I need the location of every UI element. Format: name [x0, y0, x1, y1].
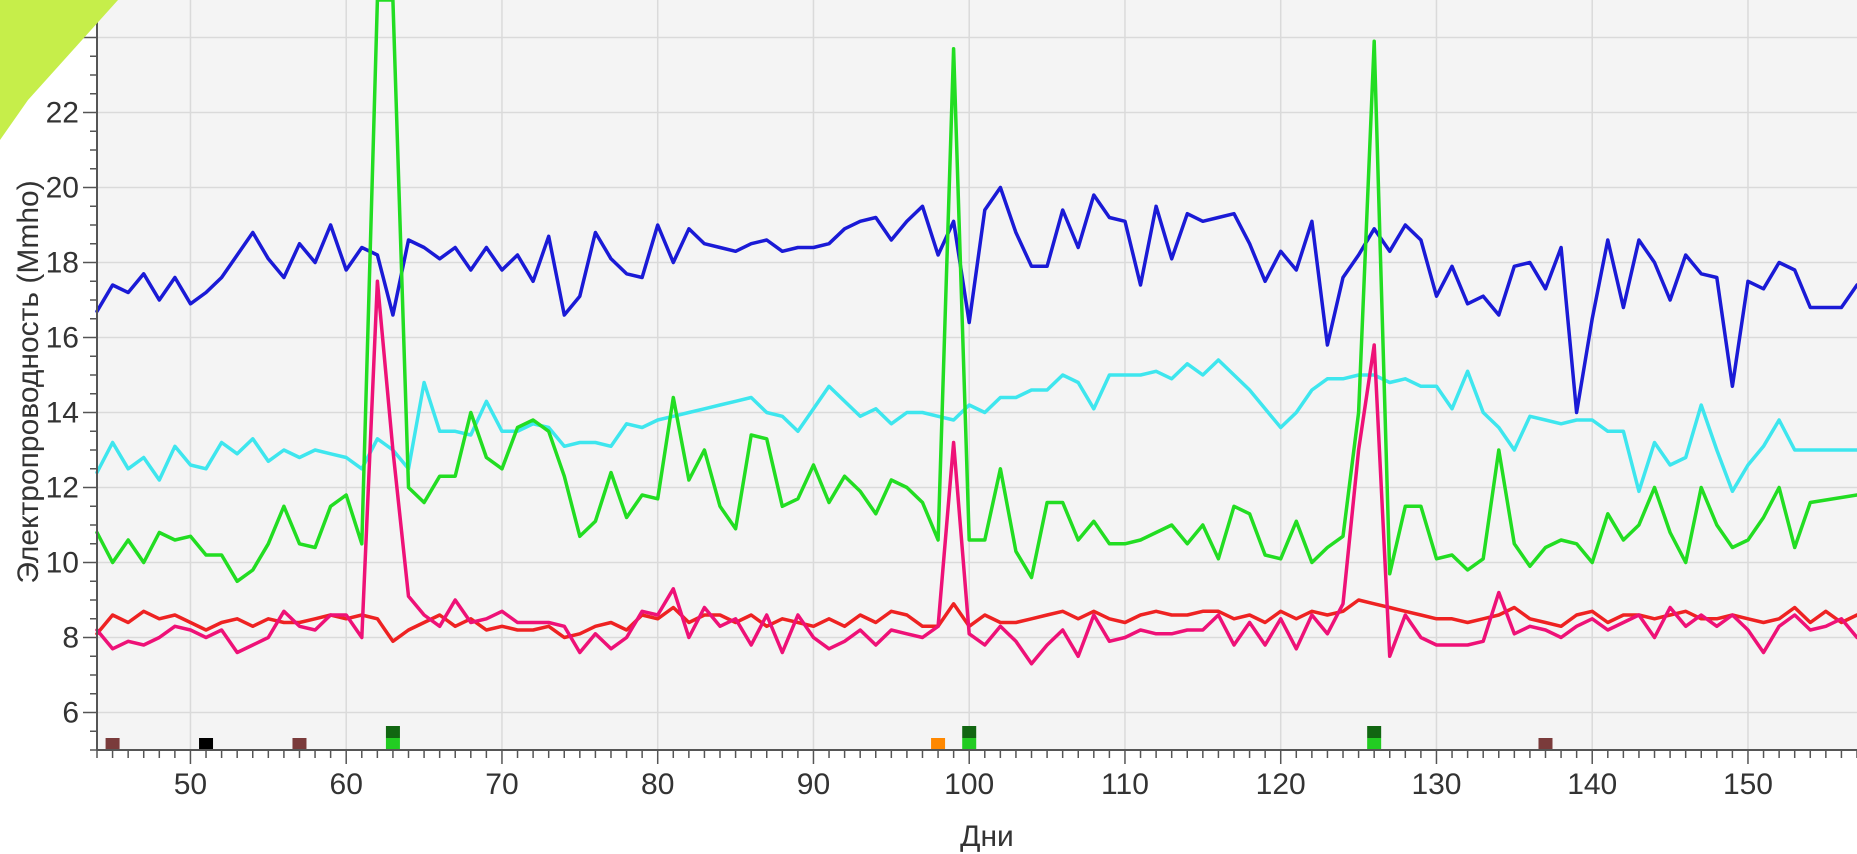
series-line-2 — [95, 358, 1857, 494]
y-tick-label: 20 — [46, 172, 79, 205]
x-tick-label: 70 — [485, 768, 518, 801]
x-tick-label: 140 — [1567, 768, 1617, 801]
event-marker — [962, 738, 977, 750]
event-marker — [292, 738, 307, 750]
x-tick-label: 120 — [1256, 768, 1306, 801]
axes: 50 60 70 80 90 100 110 120 130 140 150 6 8 10 12 14 16 18… — [46, 0, 1857, 801]
event-marker — [1538, 738, 1553, 750]
x-tick-label: 80 — [641, 768, 674, 801]
x-tick-label: 110 — [1101, 768, 1149, 801]
y-tick-label: 6 — [62, 697, 79, 730]
x-tick-label: 60 — [330, 768, 363, 801]
x-tick-label: 130 — [1411, 768, 1461, 801]
event-marker — [385, 738, 400, 750]
x-tick-label: 50 — [174, 768, 207, 801]
y-tick-label: 22 — [46, 97, 79, 130]
y-tick-label: 12 — [46, 472, 79, 505]
series-group — [95, 0, 1857, 666]
event-marker — [105, 738, 120, 750]
series-line-5 — [95, 279, 1857, 666]
series-line-1 — [95, 185, 1857, 415]
x-tick-label: 150 — [1723, 768, 1773, 801]
y-axis-title: Электропроводность (Mmho) — [12, 180, 45, 583]
y-tick-label: 14 — [46, 397, 79, 430]
series-line-3 — [95, 0, 1857, 584]
x-axis-title: Дни — [960, 820, 1014, 853]
event-marker — [199, 738, 214, 750]
y-tick-label: 8 — [62, 622, 79, 655]
y-tick-label: 16 — [46, 322, 79, 355]
series-line-4 — [95, 598, 1857, 644]
event-marker — [931, 738, 946, 750]
event-marker — [1367, 726, 1382, 738]
event-marker — [385, 726, 400, 738]
y-tick-label: 18 — [46, 247, 79, 280]
event-marker — [962, 726, 977, 738]
corner-decoration — [0, 0, 118, 140]
x-tick-label: 100 — [944, 768, 994, 801]
event-markers — [105, 726, 1553, 750]
y-tick-label: 10 — [46, 547, 79, 580]
event-marker — [1367, 738, 1382, 750]
x-tick-label: 90 — [797, 768, 830, 801]
